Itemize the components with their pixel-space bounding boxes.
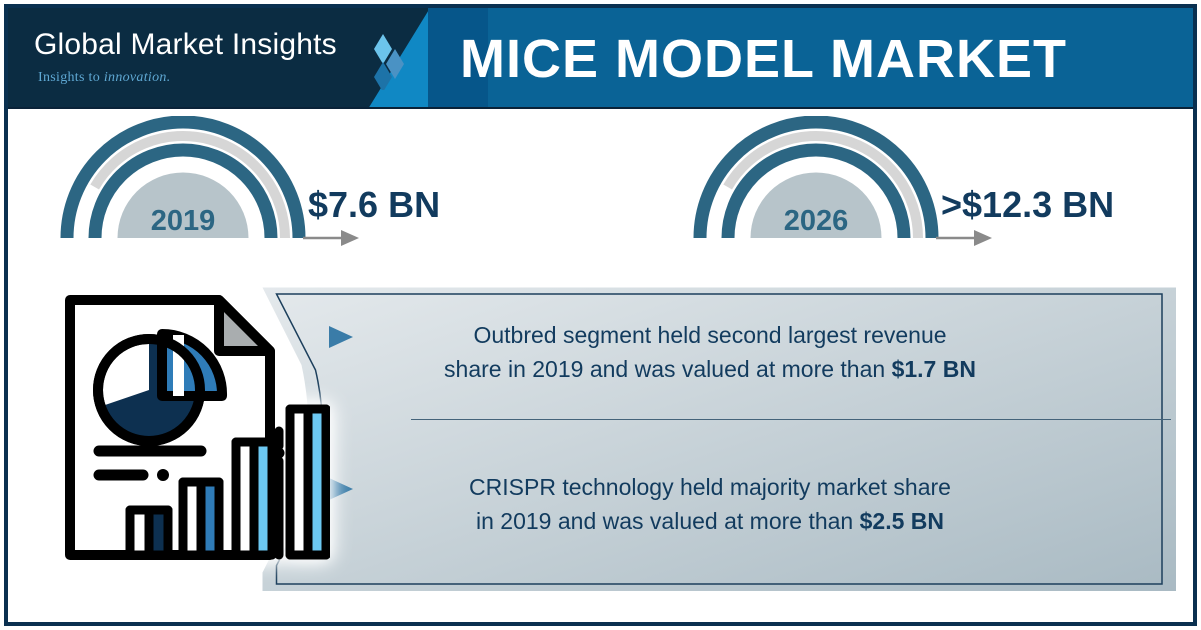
- svg-text:2026: 2026: [784, 205, 849, 237]
- svg-text:2019: 2019: [151, 205, 216, 237]
